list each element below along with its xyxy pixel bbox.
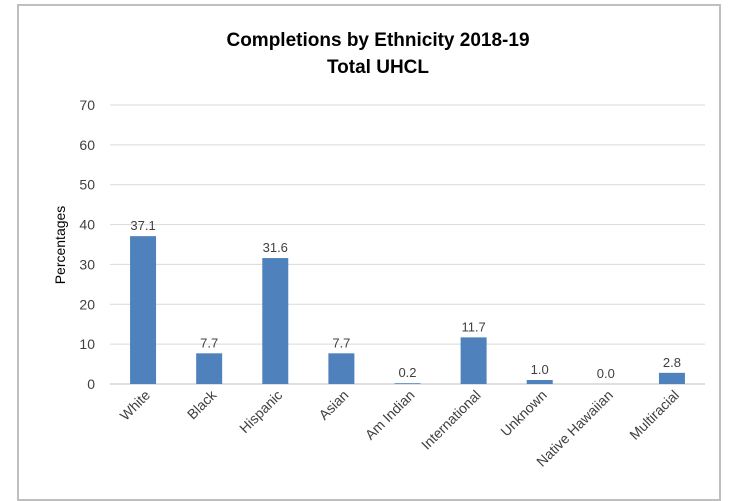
x-tick-label: Multiracial xyxy=(626,387,682,443)
bar xyxy=(460,337,487,384)
data-label: 2.8 xyxy=(663,355,681,370)
x-tick-label: Am Indian xyxy=(362,387,418,443)
y-tick-label: 30 xyxy=(79,256,95,272)
y-tick-label: 70 xyxy=(79,97,95,113)
data-labels: 37.1 7.7 31.6 7.7 0.2 11.7 1.0 0.0 2.8 xyxy=(130,218,681,381)
y-tick-label: 40 xyxy=(79,217,95,233)
x-tick-label: Black xyxy=(184,386,220,422)
bar xyxy=(328,353,355,384)
y-tick-label: 50 xyxy=(79,177,95,193)
bar xyxy=(394,383,421,384)
chart-subtitle: Total UHCL xyxy=(327,57,429,78)
chart-title: Completions by Ethnicity 2018-19 xyxy=(226,30,529,51)
data-label: 7.7 xyxy=(332,335,350,350)
data-label: 11.7 xyxy=(461,319,485,334)
bar xyxy=(526,380,553,384)
y-tick-label: 20 xyxy=(79,296,95,312)
bars xyxy=(130,236,685,384)
bar xyxy=(262,258,289,384)
x-tick-label: Hispanic xyxy=(236,387,285,436)
y-tick-label: 0 xyxy=(87,376,95,392)
y-tick-labels: 0 10 20 30 40 50 60 70 xyxy=(79,97,95,392)
data-label: 37.1 xyxy=(130,218,155,233)
data-label: 0.0 xyxy=(597,366,615,381)
y-axis-label: Percentages xyxy=(52,206,68,285)
y-tick-label: 10 xyxy=(79,336,95,352)
bar xyxy=(196,353,223,384)
data-label: 0.2 xyxy=(398,365,416,380)
x-tick-labels: White Black Hispanic Asian Am Indian Internat… xyxy=(117,386,683,470)
x-tick-label: Unknown xyxy=(497,387,550,440)
data-label: 1.0 xyxy=(531,362,549,377)
bar xyxy=(130,236,157,384)
y-tick-label: 60 xyxy=(79,137,95,153)
x-tick-label: International xyxy=(418,387,484,453)
x-tick-label: White xyxy=(117,387,154,424)
data-label: 7.7 xyxy=(200,335,218,350)
x-tick-label: Asian xyxy=(315,387,351,423)
bar xyxy=(658,372,685,384)
data-label: 31.6 xyxy=(263,240,288,255)
